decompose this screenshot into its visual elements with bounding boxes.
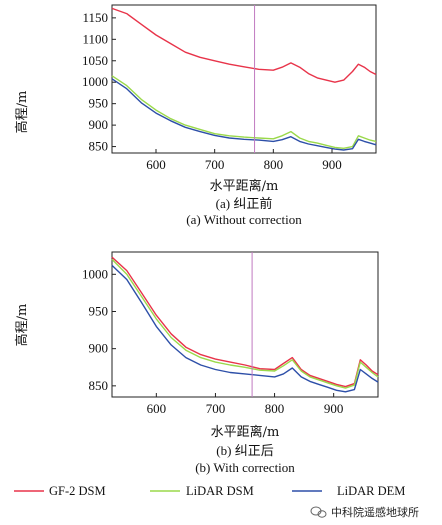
chart-b-ylabel: 高程/m (14, 304, 30, 347)
chart-b-ytick-label: 900 (89, 341, 109, 356)
chart-a-ytick-label: 1150 (82, 10, 108, 25)
chart-b-xlabel: 水平距离/m (211, 424, 280, 440)
chart-a-xtick-label: 600 (146, 157, 166, 172)
chart-b-caption-en: (b) With correction (195, 460, 295, 475)
chart-b-xtick-label: 600 (147, 401, 167, 416)
chart-b-xtick-label: 900 (324, 401, 344, 416)
chart-a-xtick-label: 700 (205, 157, 225, 172)
wechat-icon (310, 506, 327, 518)
chart-b-ytick-label: 950 (89, 303, 109, 318)
chart-a-caption-cn: (a) 纠正前 (216, 196, 273, 211)
chart-a-series-gf2 (111, 7, 377, 83)
chart-b-frame (111, 251, 379, 398)
chart-a-series-lidar-dsm (111, 75, 377, 150)
chart-b-ytick-label: 850 (89, 378, 109, 393)
chart-b-ytick-label: 1000 (82, 266, 108, 281)
legend-label-lidar-dem: LiDAR DEM (337, 484, 405, 498)
chart-a-ytick-label: 950 (89, 96, 109, 111)
chart-a-ylabel: 高程/m (14, 91, 30, 134)
watermark: 中科院遥感地球所 (310, 505, 419, 519)
chart-b-xtick-label: 700 (206, 401, 226, 416)
chart-a-ytick-label: 1050 (82, 53, 108, 68)
chart-a-ytick-label: 900 (89, 117, 109, 132)
chart-a: 850 900 950 1000 1050 1100 1150 600 700 800 900 水… (14, 4, 377, 227)
legend-label-lidar-dsm: LiDAR DSM (186, 484, 254, 498)
legend-label-gf2: GF-2 DSM (49, 484, 106, 498)
chart-a-xlabel: 水平距离/m (210, 178, 279, 194)
chart-b-caption-cn: (b) 纠正后 (216, 443, 273, 458)
chart-b-xtick-label: 800 (265, 401, 285, 416)
chart-a-xtick-label: 800 (264, 157, 284, 172)
chart-a-ytick-label: 1100 (82, 31, 108, 46)
chart-b-series-lidar-dsm (111, 258, 379, 389)
chart-a-caption-en: (a) Without correction (186, 212, 302, 227)
chart-a-frame (111, 4, 377, 154)
chart-a-xtick-label: 900 (322, 157, 342, 172)
chart-b: 850 900 950 1000 600 700 800 900 水平距离/m 高程/m (… (14, 251, 379, 475)
legend: GF-2 DSM LiDAR DSM LiDAR DEM (14, 484, 405, 498)
chart-a-series-lidar-dem (111, 78, 377, 151)
chart-b-series-lidar-dem (111, 264, 379, 393)
chart-a-ytick-label: 1000 (82, 74, 108, 89)
chart-a-ytick-label: 850 (89, 139, 109, 154)
watermark-text: 中科院遥感地球所 (331, 505, 419, 519)
